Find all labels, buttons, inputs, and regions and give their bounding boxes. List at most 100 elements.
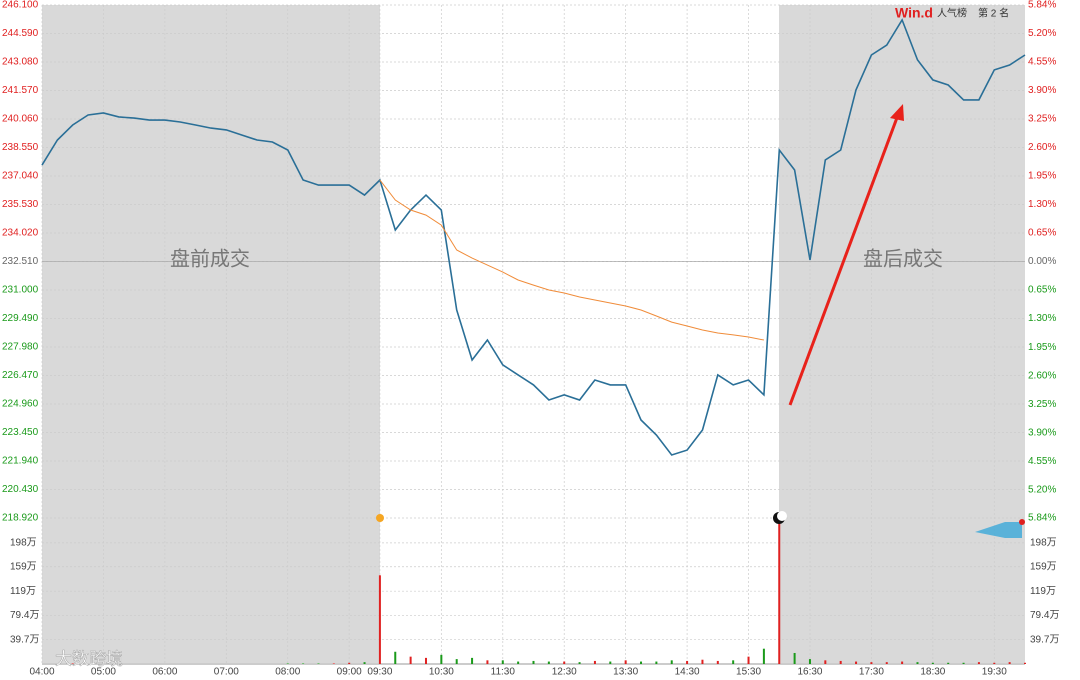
- volume-bar: [317, 663, 320, 664]
- y2-tick-label: 3.90%: [1028, 85, 1056, 96]
- x-tick-label: 09:00: [337, 667, 362, 678]
- volume-bar: [808, 659, 811, 664]
- volume-bar: [901, 661, 904, 664]
- x-tick-label: 04:00: [29, 667, 54, 678]
- y-tick-label: 244.590: [2, 28, 39, 39]
- y2-tick-label: 3.25%: [1028, 113, 1056, 124]
- watermark: 大数跨境: [55, 649, 123, 668]
- x-tick-label: 12:30: [552, 667, 577, 678]
- volume-bar: [348, 662, 351, 664]
- volume-bar: [471, 657, 474, 664]
- volume-bar: [655, 661, 658, 664]
- moon-cut: [777, 511, 787, 521]
- y2-tick-label: 3.90%: [1028, 427, 1056, 438]
- y-tick-label: 243.080: [2, 57, 39, 68]
- price-line: [379, 179, 764, 341]
- y-tick-label: 221.940: [2, 456, 39, 467]
- volume-bar: [824, 660, 827, 664]
- volume-bar: [578, 662, 581, 664]
- volume-bar: [394, 651, 397, 664]
- volume-bar: [455, 659, 458, 664]
- x-tick-label: 11:30: [491, 667, 516, 678]
- y-tick-label: 220.430: [2, 484, 39, 495]
- volume-tick-label: 198万: [10, 538, 37, 549]
- x-tick-label: 08:00: [275, 667, 300, 678]
- x-tick-label: 14:30: [675, 667, 700, 678]
- y2-tick-label: 5.84%: [1028, 513, 1056, 524]
- volume-tick-label: 119万: [10, 586, 36, 597]
- y2-tick-label: 0.00%: [1028, 256, 1056, 267]
- y-tick-label: 226.470: [2, 370, 39, 381]
- volume-bar: [931, 662, 934, 664]
- tool-dot: [1019, 519, 1025, 525]
- y2-tick-label: 0.65%: [1028, 228, 1056, 239]
- y2-tick-label: 5.20%: [1028, 485, 1056, 496]
- volume-bar: [1008, 662, 1011, 664]
- y-tick-label: 235.530: [2, 199, 39, 210]
- x-tick-label: 09:30: [367, 667, 392, 678]
- volume-tick-label-right: 159万: [1030, 561, 1057, 572]
- volume-bar: [593, 660, 596, 664]
- volume-tick-label: 39.7万: [10, 634, 39, 645]
- volume-bar: [732, 660, 735, 664]
- x-tick-label: 06:00: [152, 667, 177, 678]
- volume-bar: [686, 660, 689, 664]
- volume-bar: [609, 661, 612, 664]
- volume-bar: [363, 662, 366, 664]
- volume-bar: [517, 661, 520, 664]
- volume-tick-label-right: 119万: [1030, 586, 1056, 597]
- x-tick-label: 18:30: [920, 667, 945, 678]
- volume-bar: [563, 661, 566, 664]
- y-tick-label: 231.000: [2, 285, 39, 296]
- y-tick-label: 232.510: [2, 256, 39, 267]
- y2-tick-label: 1.30%: [1028, 199, 1056, 210]
- volume-bar: [71, 663, 74, 664]
- volume-bar: [547, 661, 550, 664]
- y-tick-label: 224.960: [2, 399, 39, 410]
- volume-bar: [993, 662, 996, 664]
- volume-bar: [855, 661, 858, 664]
- volume-bar: [486, 660, 489, 664]
- y2-tick-label: 1.95%: [1028, 342, 1056, 353]
- y-tick-label: 229.490: [2, 313, 39, 324]
- volume-bar: [885, 662, 888, 664]
- volume-bar: [762, 648, 765, 664]
- volume-bar: [977, 662, 980, 664]
- y-tick-label: 246.100: [2, 0, 39, 11]
- volume-bar: [286, 663, 289, 664]
- y2-tick-label: 3.25%: [1028, 399, 1056, 410]
- volume-bar: [701, 659, 704, 664]
- sun-icon: [376, 514, 384, 522]
- board: 人气榜: [937, 7, 967, 20]
- volume-tick-label: 159万: [10, 561, 37, 572]
- x-tick-label: 13:30: [613, 667, 638, 678]
- volume-bar: [870, 662, 873, 664]
- volume-bar: [424, 657, 427, 664]
- x-tick-label: 07:00: [214, 667, 239, 678]
- volume-bar: [839, 660, 842, 664]
- volume-bar: [378, 575, 381, 664]
- rank: 第 2 名: [978, 7, 1009, 20]
- afterhours-label: 盘后成交: [863, 247, 943, 270]
- volume-bar: [962, 662, 965, 664]
- x-tick-label: 17:30: [859, 667, 884, 678]
- x-tick-label: 05:00: [91, 667, 116, 678]
- arrow-head: [890, 104, 904, 121]
- volume-bar: [1024, 662, 1026, 664]
- y-tick-label: 227.980: [2, 342, 39, 353]
- volume-bar: [624, 660, 627, 664]
- tool-icon: [975, 522, 1022, 538]
- volume-bar: [532, 660, 535, 664]
- y2-tick-label: 4.55%: [1028, 456, 1056, 467]
- x-tick-label: 19:30: [982, 667, 1007, 678]
- volume-bar: [793, 652, 796, 664]
- y-tick-label: 223.450: [2, 427, 39, 438]
- volume-bar: [501, 660, 504, 664]
- y2-tick-label: 5.84%: [1028, 0, 1056, 11]
- y-tick-label: 241.570: [2, 85, 39, 96]
- y-tick-label: 234.020: [2, 228, 39, 239]
- y2-tick-label: 0.65%: [1028, 285, 1056, 296]
- volume-tick-label-right: 79.4万: [1030, 610, 1059, 621]
- volume-bar: [332, 663, 335, 664]
